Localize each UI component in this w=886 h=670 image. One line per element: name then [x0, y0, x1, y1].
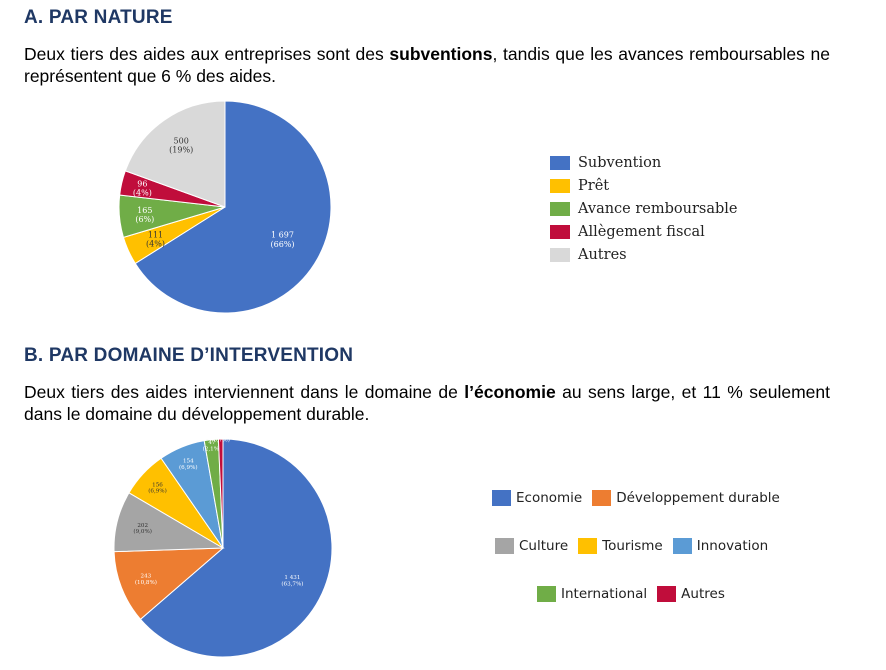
- legend-label: Subvention: [578, 154, 662, 171]
- legend-swatch: [550, 248, 570, 263]
- legend-swatch: [550, 155, 570, 170]
- legend-par-nature: Subvention Prêt Avance remboursable Allègem…: [550, 151, 738, 267]
- legend-item-allegement-fiscal: Allègement fiscal: [550, 221, 738, 244]
- legend-row: Economie Développement durable: [492, 490, 790, 506]
- legend-swatch: [495, 538, 514, 554]
- data-label-culture: 202 (9,0%): [133, 523, 152, 535]
- pie-chart-par-nature: 1 697 (66%) 111 (4%) 165 (6%) 96 (4%) 500 (19%): [118, 100, 332, 314]
- legend-label: Autres: [681, 586, 725, 602]
- section-b-paragraph: Deux tiers des aides interviennent dans …: [24, 382, 831, 424]
- legend-item-culture: Culture: [495, 538, 568, 554]
- legend-item-autres: Autres: [550, 244, 738, 267]
- legend-swatch: [672, 538, 692, 554]
- section-a-title: A. PAR NATURE: [24, 7, 173, 28]
- legend-label: Innovation: [696, 538, 769, 554]
- pie-slice-subvention: [134, 100, 332, 314]
- legend-label: Développement durable: [616, 490, 780, 506]
- data-label-tourisme: 156 (6,9%): [148, 482, 167, 494]
- pie-slice-economie: [139, 438, 333, 658]
- legend-swatch: [592, 490, 612, 506]
- legend-item-pret: Prêt: [550, 174, 738, 197]
- section-a-paragraph: Deux tiers des aides aux entreprises son…: [24, 44, 830, 86]
- legend-label: Avance remboursable: [578, 200, 738, 217]
- data-label-autres: 15 (0,7%): [211, 431, 230, 443]
- legend-par-domaine: Economie Développement durable Culture Tour…: [492, 490, 872, 610]
- pie-slice-autres: [124, 100, 226, 208]
- data-label-avance-remboursable: 165 (6%): [135, 206, 154, 224]
- legend-label: Autres: [578, 247, 627, 264]
- legend-item-developpement-durable: Développement durable: [592, 490, 780, 506]
- legend-swatch: [550, 201, 570, 216]
- pie-chart-par-domaine: 1 431 (63,7%) 243 (10,8%) 202 (9,0%) 156 (6,9%)…: [113, 431, 333, 658]
- legend-label: Tourisme: [602, 538, 663, 554]
- legend-label: International: [561, 586, 648, 602]
- pie-slice-developpement-durable: [113, 547, 225, 620]
- data-label-innovation: 154 (6,9%): [179, 458, 198, 470]
- legend-swatch: [492, 490, 511, 506]
- legend-label: Allègement fiscal: [578, 224, 705, 241]
- legend-swatch: [657, 586, 677, 602]
- legend-item-economie: Economie: [492, 490, 582, 506]
- legend-label: Prêt: [578, 177, 610, 194]
- legend-item-avance-remboursable: Avance remboursable: [550, 197, 738, 220]
- data-label-pret: 111 (4%): [146, 230, 165, 248]
- pie-slice-autres: [217, 438, 224, 549]
- legend-item-international: International: [537, 586, 647, 602]
- section-b-bold: l’économie: [464, 382, 556, 402]
- legend-item-innovation: Innovation: [672, 538, 769, 554]
- data-label-allegement-fiscal: 96 (4%): [133, 179, 152, 197]
- legend-label: Culture: [519, 538, 569, 554]
- legend-row: International Autres: [537, 586, 735, 602]
- legend-item-tourisme: Tourisme: [578, 538, 663, 554]
- data-label-international: 47 (2,1%): [203, 440, 222, 452]
- legend-item-autres: Autres: [657, 586, 725, 602]
- data-label-developpement-durable: 243 (10,8%): [135, 573, 157, 585]
- legend-swatch: [550, 225, 570, 240]
- legend-row: Culture Tourisme Innovation: [495, 538, 778, 554]
- data-label-subvention: 1 697 (66%): [270, 231, 294, 249]
- section-a-bold: subventions: [389, 44, 493, 64]
- legend-item-subvention: Subvention: [550, 151, 738, 174]
- legend-swatch: [578, 538, 598, 554]
- data-label-economie: 1 431 (63,7%): [281, 575, 303, 587]
- legend-swatch: [537, 586, 556, 602]
- section-b-title: B. PAR DOMAINE D’INTERVENTION: [24, 345, 354, 366]
- legend-swatch: [550, 178, 570, 193]
- data-label-autres: 500 (19%): [169, 136, 193, 154]
- legend-label: Economie: [516, 490, 583, 506]
